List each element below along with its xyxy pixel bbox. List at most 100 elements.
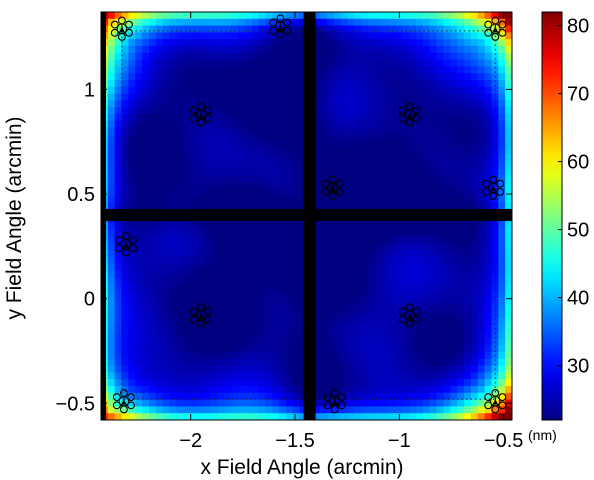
heatmap-cell — [450, 39, 458, 47]
heatmap-cell — [210, 399, 219, 407]
heatmap-cell — [251, 168, 260, 176]
heatmap-cell — [238, 284, 246, 292]
heatmap-cell — [279, 270, 287, 278]
heatmap-cell — [477, 134, 486, 142]
heatmap-cell — [340, 338, 349, 346]
heatmap-cell — [210, 59, 219, 67]
heatmap-cell — [258, 148, 266, 156]
heatmap-cell — [258, 406, 266, 414]
heatmap-cell — [279, 73, 287, 81]
heatmap-cell — [292, 263, 301, 271]
heatmap-cell — [162, 80, 171, 88]
heatmap-cell — [491, 331, 499, 339]
heatmap-cell — [368, 120, 376, 129]
heatmap-cell — [464, 324, 472, 333]
heatmap-cell — [457, 229, 465, 237]
heatmap-cell — [354, 120, 362, 129]
heatmap-cell — [429, 222, 438, 231]
heatmap-cell — [251, 365, 260, 373]
heatmap-cell — [457, 148, 465, 156]
heatmap-cell — [422, 311, 431, 319]
heatmap-cell — [402, 243, 410, 251]
heatmap-cell — [313, 379, 321, 387]
heatmap-cell — [210, 256, 219, 265]
heatmap-cell — [210, 372, 219, 380]
heatmap-cell — [484, 236, 493, 244]
heatmap-cell — [162, 161, 171, 169]
heatmap-cell — [361, 345, 369, 353]
heatmap-cell — [402, 100, 410, 108]
heatmap-cell — [477, 297, 486, 305]
heatmap-cell — [196, 222, 205, 231]
heatmap-cell — [244, 277, 253, 285]
heatmap-cell — [224, 80, 232, 88]
heatmap-cell — [361, 399, 369, 407]
heatmap-cell — [422, 338, 431, 346]
heatmap-cell — [217, 39, 225, 47]
heatmap-cell — [416, 202, 424, 210]
heatmap-cell — [464, 392, 472, 401]
heatmap-cell — [381, 338, 390, 346]
heatmap-cell — [505, 311, 512, 319]
heatmap-cell — [464, 256, 472, 265]
heatmap-cell — [238, 256, 246, 265]
heatmap-cell — [142, 277, 150, 285]
heatmap-cell — [292, 290, 301, 299]
heatmap-cell — [470, 18, 479, 27]
heatmap-cell — [333, 311, 342, 319]
heatmap-cell — [135, 188, 143, 197]
heatmap-cell — [429, 311, 438, 319]
heatmap-cell — [107, 324, 116, 333]
heatmap-cell — [368, 365, 376, 373]
heatmap-cell — [340, 114, 349, 122]
heatmap-cell — [265, 392, 273, 401]
heatmap-cell — [203, 66, 212, 74]
heatmap-cell — [505, 263, 512, 271]
heatmap-cell — [429, 175, 438, 183]
heatmap-cell — [114, 18, 123, 27]
heatmap-cell — [402, 52, 410, 61]
heatmap-cell — [265, 236, 273, 244]
heatmap-cell — [183, 379, 191, 387]
heatmap-cell — [258, 46, 266, 54]
heatmap-cell — [484, 358, 493, 367]
heatmap-cell — [142, 18, 150, 27]
heatmap-cell — [327, 46, 335, 54]
heatmap-cell — [142, 182, 150, 190]
heatmap-cell — [477, 154, 486, 163]
heatmap-cell — [402, 86, 410, 95]
heatmap-cell — [484, 188, 493, 197]
heatmap-cell — [395, 243, 403, 251]
heatmap-cell — [470, 331, 479, 339]
heatmap-cell — [203, 250, 212, 258]
heatmap-cell — [148, 12, 157, 20]
heatmap-cell — [265, 229, 273, 237]
heatmap-cell — [429, 114, 438, 122]
heatmap-cell — [210, 25, 219, 33]
heatmap-cell — [231, 386, 239, 394]
heatmap-cell — [320, 297, 328, 305]
heatmap-cell — [196, 93, 205, 101]
heatmap-cell — [272, 358, 280, 367]
heatmap-cell — [135, 379, 143, 387]
heatmap-cell — [375, 127, 383, 135]
heatmap-cell — [347, 12, 356, 20]
heatmap-cell — [395, 80, 403, 88]
heatmap-cell — [169, 73, 177, 81]
heatmap-cell — [505, 86, 512, 95]
heatmap-cell — [217, 284, 225, 292]
field-marker — [321, 175, 344, 200]
heatmap-cell — [381, 222, 390, 231]
heatmap-cell — [443, 188, 451, 197]
heatmap-cell — [279, 134, 287, 142]
heatmap-cell — [162, 195, 171, 203]
heatmap-cell — [142, 284, 150, 292]
colorbar-tick-label: 60 — [567, 152, 589, 174]
heatmap-cell — [299, 25, 308, 33]
heatmap-cell — [210, 324, 219, 333]
heatmap-cell — [169, 12, 177, 20]
heatmap-cell — [395, 18, 403, 27]
heatmap-cell — [203, 59, 212, 67]
heatmap-cell — [402, 127, 410, 135]
heatmap-cell — [416, 345, 424, 353]
